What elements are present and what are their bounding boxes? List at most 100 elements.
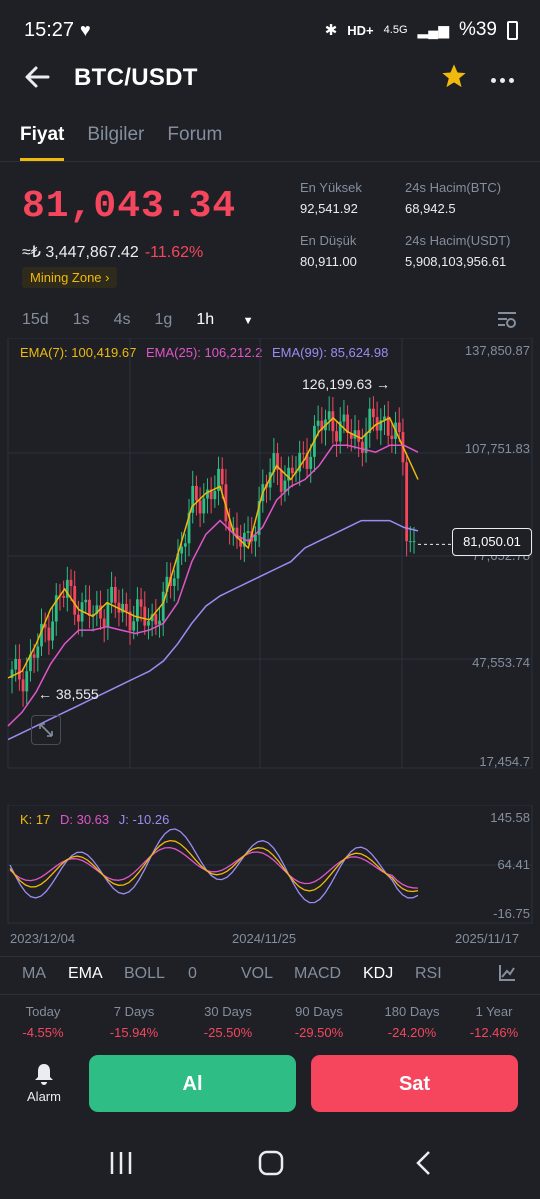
candle-body [62,595,66,598]
indicator-kdj[interactable]: KDJ [363,965,394,982]
signal-icon: ▂▄▆ [417,21,449,38]
volume-usdt-value: 5,908,103,956.61 [405,254,507,269]
candle-body [379,420,383,431]
recent-apps-icon[interactable] [108,1150,134,1176]
perf-label: 180 Days [384,1004,440,1019]
candle-body [257,501,261,535]
candle-body [372,408,375,418]
candle-body [272,453,276,473]
tab-forum[interactable]: Forum [167,124,223,145]
battery-level: %39 [458,19,497,40]
tab-fiyat[interactable]: Fiyat [20,124,65,161]
candle-body [364,432,368,453]
volume-btc-value: 68,942.5 [405,201,456,216]
interval-1s[interactable]: 1s [72,311,90,328]
candle-body [357,430,361,442]
alarm-button[interactable]: Alarm [22,1062,66,1104]
tab-bilgiler[interactable]: Bilgiler [87,124,145,145]
network-icon: 4.5G [383,24,408,36]
y-tick-1: 137,850.87 [464,343,530,358]
price-change: -11.62% [144,244,204,261]
interval-1g[interactable]: 1g [154,311,173,328]
candle-body [161,591,165,621]
indicator-settings-icon[interactable] [497,963,517,983]
perf-today: Today -4.55% [3,1004,83,1040]
bluetooth-icon: ✱ [324,22,338,39]
candle-body [124,603,128,612]
battery-icon [507,20,518,40]
candle-body [397,422,401,432]
ema99-label: EMA(99): 85,624.98 [271,345,389,360]
candle-body [412,541,416,543]
max-price-annotation: 126,199.63 → [302,376,390,392]
indicator-rsi[interactable]: RSI [415,965,442,982]
system-back-icon[interactable] [412,1150,436,1176]
x-tick-2: 2024/11/25 [232,931,297,946]
ema7-label: EMA(7): 100,419.67 [20,345,137,360]
expand-chart-icon[interactable] [31,715,61,745]
fiat-price-row: ≈₺ 3,447,867.42 -11.62% [22,242,203,262]
indicator-divider-bottom [0,994,540,995]
candle-body [298,452,302,472]
perf-7-days: 7 Days -15.94% [94,1004,174,1040]
indicator-ema[interactable]: EMA [68,965,103,982]
candle-body [239,538,243,547]
indicator-macd[interactable]: MACD [294,965,342,982]
interval-4s[interactable]: 4s [113,311,131,328]
y-tick-2: 107,751.83 [464,441,530,456]
candle-body [202,498,206,514]
last-price: 81,043.34 [22,185,237,228]
mining-zone-badge[interactable]: Mining Zone › [22,267,118,288]
low-label: En Düşük [300,233,357,248]
candle-body [305,453,309,469]
candle-body [383,416,386,421]
back-arrow-icon[interactable] [22,62,52,92]
buy-button[interactable]: Al [89,1055,296,1112]
candle-body [287,467,291,481]
candle-body [195,485,198,501]
y-tick-4: 47,553.74 [472,655,530,670]
kdj-d-label: D: 30.63 [59,812,110,827]
candle-body [99,605,102,619]
candle-body [279,469,283,492]
candle-body [95,605,99,614]
candle-body [338,421,342,442]
candle-body [139,599,143,607]
kdj-k-line [9,839,419,893]
candle-body [228,521,231,531]
indicator-vol[interactable]: VOL [241,965,274,982]
candle-body [14,658,18,670]
candle-body [172,578,176,586]
kdj-chart[interactable] [0,805,540,925]
interval-15d[interactable]: 15d [22,311,49,328]
candle-body [25,671,29,692]
chart-settings-icon[interactable] [497,311,517,329]
heart-icon: ♥ [80,20,91,40]
favorite-star-icon[interactable] [440,62,468,90]
candle-body [110,586,113,603]
indicator-boll[interactable]: BOLL [124,965,165,982]
indicator-ma[interactable]: MA [22,965,46,982]
indicator-zero[interactable]: 0 [188,965,197,982]
kdj-tick-2: 64.41 [497,857,530,872]
candle-body [320,420,324,431]
current-price-tag[interactable]: 81,050.01 [452,528,532,556]
indicator-tabs: MA EMA BOLL 0 VOL MACD KDJ RSI [22,965,455,983]
interval-1h[interactable]: 1h ▼ [196,311,277,329]
perf-value: -24.20% [387,1025,437,1040]
perf-label: 30 Days [204,1004,252,1019]
volte-icon: HD+ [347,22,374,38]
more-options-icon[interactable] [491,70,518,88]
price-chart[interactable] [0,338,540,778]
candle-body [180,546,184,554]
perf-label: Today [25,1004,61,1019]
candle-body [360,441,364,453]
tab-divider [0,161,540,162]
caret-down-icon: ▼ [242,315,254,327]
candle-body [283,480,287,492]
candle-body [43,623,47,628]
perf-value: -25.50% [203,1025,253,1040]
home-icon[interactable] [258,1150,284,1176]
kdj-j-line [9,828,419,904]
sell-button[interactable]: Sat [311,1055,518,1112]
